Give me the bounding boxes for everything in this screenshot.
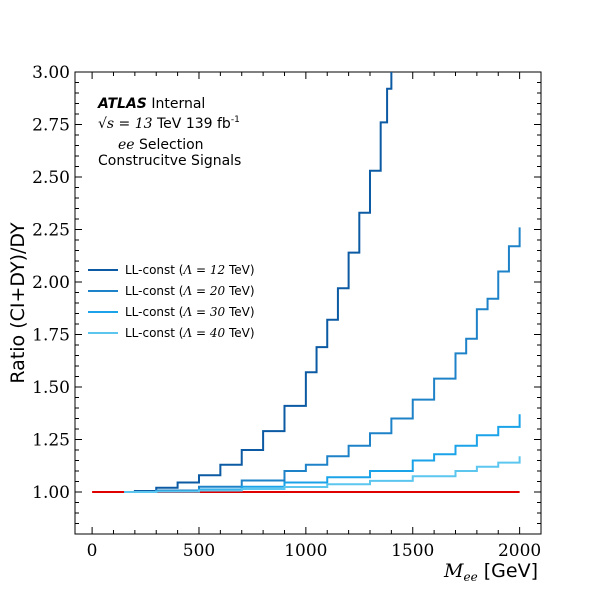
x-tick-label: 1500 — [391, 541, 434, 561]
selection-text: Selection — [135, 137, 204, 153]
x-tick-label: 1000 — [284, 541, 327, 561]
legend-entry: LL-const (Λ = 20 TeV) — [125, 284, 255, 298]
x-tick-label: 0 — [87, 541, 98, 561]
y-tick-label: 1.75 — [32, 326, 70, 346]
energy-unit: TeV 139 fb — [153, 116, 231, 132]
y-tick-label: 1.25 — [32, 431, 70, 451]
atlas-text: ATLAS — [97, 96, 147, 112]
series-line — [124, 227, 521, 493]
x-tick-label: 500 — [183, 541, 215, 561]
lumi-sup: -1 — [231, 115, 240, 125]
atlas-label: ATLAS Internal — [97, 96, 205, 112]
series-line — [124, 414, 521, 493]
x-axis-label-math: M — [443, 560, 464, 582]
legend-entry: LL-const (Λ = 40 TeV) — [125, 326, 255, 340]
x-axis-label: Mee [GeV] — [443, 560, 538, 584]
x-axis-label-unit: [GeV] — [478, 560, 538, 582]
legend-entry: LL-const (Λ = 12 TeV) — [125, 263, 255, 277]
y-tick-label: 2.75 — [32, 116, 70, 136]
y-tick-label: 1.50 — [32, 378, 70, 398]
selection-label: ee Selection — [118, 137, 204, 153]
y-tick-label: 2.25 — [32, 221, 70, 241]
y-tick-label: 1.00 — [32, 483, 70, 503]
axis-ticks — [75, 71, 541, 534]
y-tick-label: 2.50 — [32, 168, 70, 188]
y-axis-label: Ratio (CI+DY)/DY — [7, 222, 29, 384]
internal-text: Internal — [147, 96, 205, 112]
y-tick-label: 2.00 — [32, 273, 70, 293]
signal-label: Construcitve Signals — [98, 153, 241, 169]
x-tick-label: 2000 — [498, 541, 541, 561]
series-line — [124, 72, 393, 493]
x-tick-labels: 0 500 1000 1500 2000 — [87, 541, 542, 561]
y-tick-label: 3.00 — [32, 63, 70, 83]
x-axis-label-sub: ee — [464, 570, 478, 584]
legend-entry: LL-const (Λ = 30 TeV) — [125, 305, 255, 319]
selection-math: ee — [118, 137, 135, 153]
energy-sqrt: √s = 13 — [98, 116, 153, 132]
series-layer — [92, 72, 521, 493]
energy-lumi-label: √s = 13 TeV 139 fb-1 — [98, 115, 240, 132]
y-tick-labels: 1.00 1.25 1.50 1.75 2.00 2.25 2.50 2.75 3.00 — [32, 63, 70, 503]
series-line — [124, 456, 521, 493]
legend: LL-const (Λ = 12 TeV) LL-const (Λ = 20 Te… — [88, 263, 255, 340]
